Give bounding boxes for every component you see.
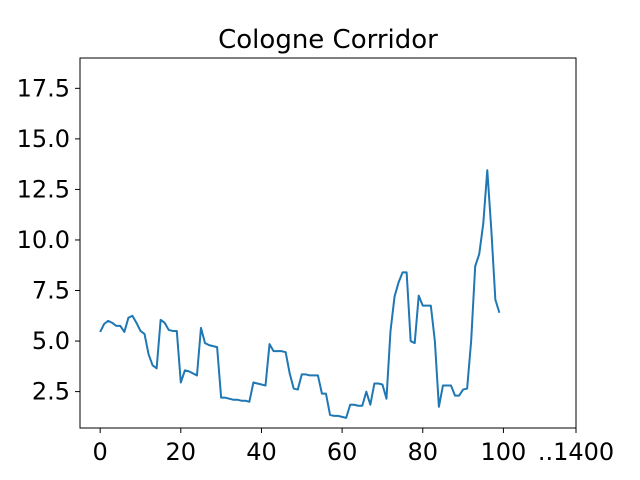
y-axis: 2.5 5.0 7.5 10.0 12.5 15.0 17.5 bbox=[17, 74, 80, 406]
x-tick-label: ..1400 bbox=[538, 438, 614, 466]
y-tick-label: 7.5 bbox=[32, 277, 70, 305]
y-tick-label: 10.0 bbox=[17, 226, 70, 254]
x-axis: 0 20 40 60 80 100 ..1400 bbox=[93, 428, 614, 466]
y-tick-label: 2.5 bbox=[32, 378, 70, 406]
y-tick-label: 5.0 bbox=[32, 327, 70, 355]
series-line bbox=[99, 169, 501, 419]
x-tick-label: 20 bbox=[166, 438, 197, 466]
x-tick-label: 0 bbox=[93, 438, 108, 466]
y-tick-label: 12.5 bbox=[17, 175, 70, 203]
plot-area bbox=[79, 57, 577, 429]
x-tick-label: 60 bbox=[327, 438, 358, 466]
y-tick-label: 15.0 bbox=[17, 125, 70, 153]
chart-title: Cologne Corridor bbox=[218, 25, 438, 55]
x-tick-label: 80 bbox=[407, 438, 438, 466]
x-tick-label: 40 bbox=[246, 438, 277, 466]
y-tick-label: 17.5 bbox=[17, 74, 70, 102]
x-tick-label: 100 bbox=[481, 438, 527, 466]
